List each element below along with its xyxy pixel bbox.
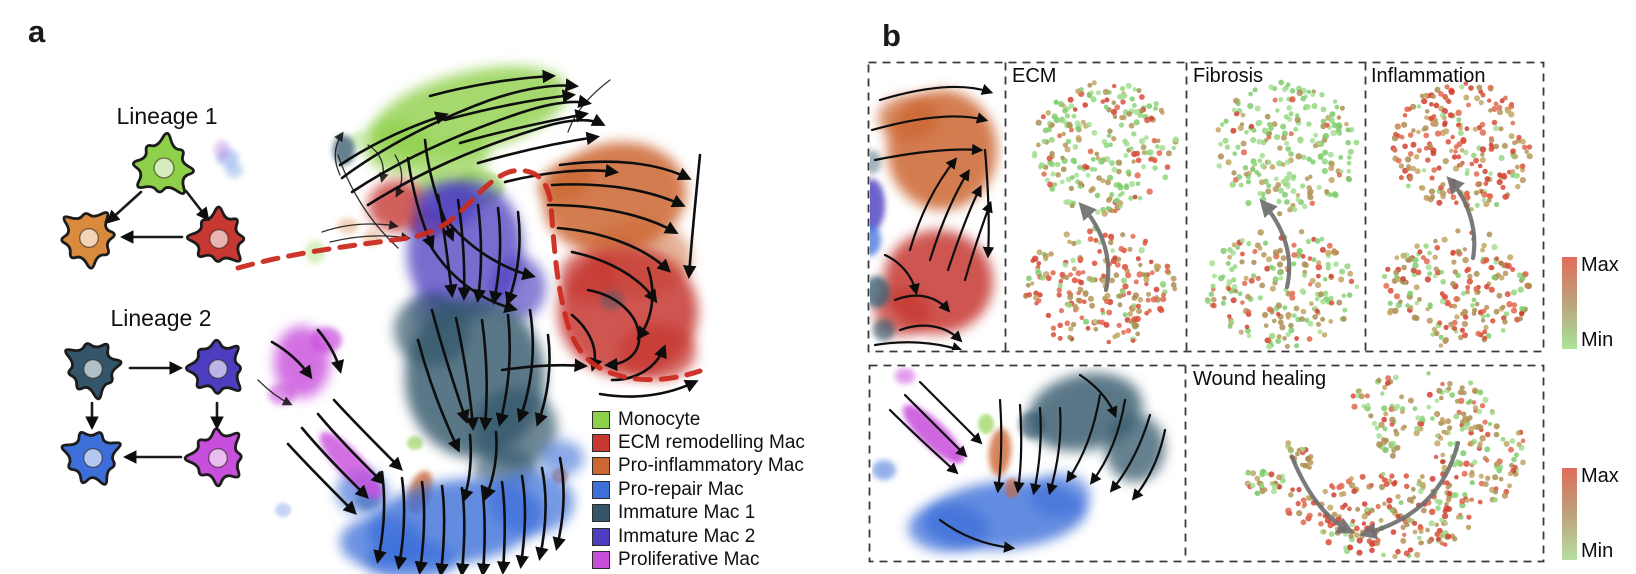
feature-title-ecm: ECM (1012, 65, 1057, 87)
legend-item: Monocyte (592, 408, 805, 431)
legend-item: Immature Mac 1 (592, 502, 805, 525)
inset-clusters (872, 368, 1165, 552)
colorbar-bottom-max-label: Max (1581, 465, 1619, 487)
panel-b-label: b (882, 18, 901, 53)
trend-arrow (1078, 202, 1111, 293)
colorbar-top (1562, 257, 1577, 349)
feature-title-wound-healing: Wound healing (1193, 368, 1327, 390)
legend-swatch (592, 504, 610, 523)
lineage-2-title: Lineage 2 (110, 305, 212, 331)
legend-swatch (592, 551, 610, 570)
panel-b-boxes (867, 61, 1545, 563)
legend-item-label: Pro-inflammatory Mac (618, 455, 804, 477)
feature-title-fibrosis: Fibrosis (1193, 65, 1264, 87)
lineage-boundary-dashed (235, 168, 703, 383)
colorbar-top-min-label: Min (1581, 329, 1614, 351)
feature-scatter (1381, 81, 1533, 348)
inset-streamlines (870, 84, 995, 350)
colorbar-bottom-min-label: Min (1581, 540, 1614, 562)
legend-swatch (592, 410, 610, 429)
feature-scatter (1245, 371, 1526, 560)
inset-clusters (870, 90, 997, 341)
lineage-1-title: Lineage 1 (116, 103, 218, 129)
legend-item-label: Monocyte (618, 408, 701, 430)
legend-swatch (592, 527, 610, 546)
legend-item: Pro-inflammatory Mac (592, 455, 805, 478)
legend-item-label: ECM remodelling Mac (618, 432, 805, 454)
feature-scatter (1204, 79, 1360, 350)
colorbar-bottom (1562, 468, 1577, 560)
legend-swatch (592, 457, 610, 476)
trend-arrow (1259, 199, 1292, 290)
colorbar-top-max-label: Max (1581, 254, 1619, 276)
trend-arrow (1358, 440, 1461, 540)
feature-scatter (1023, 80, 1180, 345)
legend-item-label: Proliferative Mac (618, 549, 760, 571)
legend-item: ECM remodelling Mac (592, 431, 805, 454)
panel-a-label: a (28, 14, 46, 49)
feature-title-inflammation: Inflammation (1371, 65, 1486, 87)
legend-item: Immature Mac 2 (592, 525, 805, 548)
legend-item: Pro-repair Mac (592, 478, 805, 501)
legend-item-label: Pro-repair Mac (618, 478, 744, 500)
legend-item-label: Immature Mac 2 (618, 525, 756, 547)
legend-item-label: Immature Mac 1 (618, 502, 756, 524)
trend-arrow (1289, 454, 1355, 534)
trend-arrow (1446, 176, 1477, 261)
legend-item: Proliferative Mac (592, 548, 805, 571)
inset-streamlines (888, 373, 1167, 553)
legend-swatch (592, 434, 610, 453)
legend-swatch (592, 480, 610, 499)
cluster-legend: Monocyte ECM remodelling Mac Pro-inflammat… (592, 408, 805, 572)
